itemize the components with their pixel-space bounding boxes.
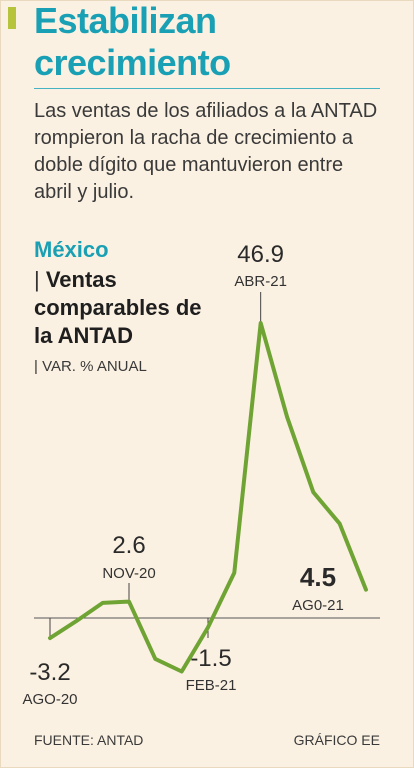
country-label: México — [34, 237, 109, 262]
headline-line1: Estabilizan — [34, 0, 217, 41]
accent-bar — [8, 7, 16, 29]
data-label-date: AG0-21 — [292, 597, 344, 614]
data-label-date: FEB-21 — [186, 677, 237, 694]
series-line — [48, 321, 368, 674]
credit-note: GRÁFICO EE — [293, 732, 380, 748]
headline: Estabilizan crecimiento — [34, 0, 231, 84]
headline-line2: crecimiento — [34, 42, 231, 83]
data-label-value: 46.9 — [237, 241, 284, 268]
data-label-date: ABR-21 — [234, 273, 287, 290]
data-label-date: AGO-20 — [22, 691, 77, 708]
headline-rule — [34, 88, 380, 89]
unit-label: | VAR. % ANUAL — [34, 358, 147, 375]
data-label-date: NOV-20 — [102, 565, 155, 582]
data-label-value: -3.2 — [29, 659, 70, 686]
deck-text: Las ventas de los afiliados a la ANTAD r… — [34, 100, 378, 203]
series-title: | Ventas comparables de la ANTAD — [34, 267, 202, 348]
data-label-value: 2.6 — [112, 532, 145, 559]
data-label-value: -1.5 — [190, 645, 231, 672]
source-note: FUENTE: ANTAD — [34, 732, 144, 748]
data-label-value: 4.5 — [300, 562, 336, 592]
